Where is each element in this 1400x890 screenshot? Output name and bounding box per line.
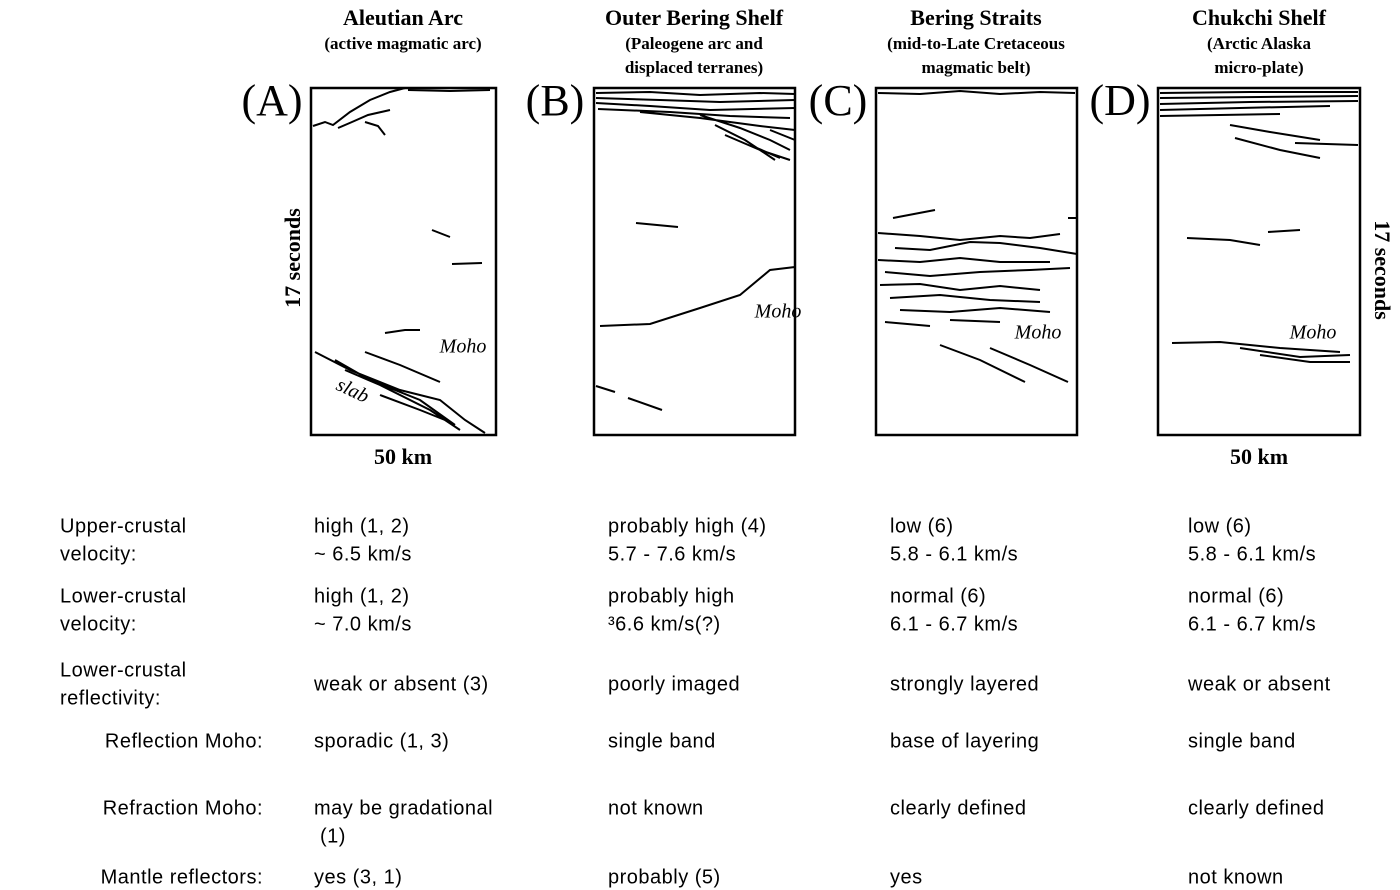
scale-label: 50 km xyxy=(374,444,432,469)
panel-letter: (B) xyxy=(526,76,585,125)
row-label: Upper-crustal xyxy=(60,515,187,537)
table-cell: low (6) xyxy=(890,515,954,537)
row-label: Mantle reflectors: xyxy=(101,866,263,888)
panel-letter: (C) xyxy=(809,76,868,125)
row-label: Lower-crustal xyxy=(60,659,187,681)
panel-subtitle: (Paleogene arc and xyxy=(625,34,763,53)
table-cell: low (6) xyxy=(1188,515,1252,537)
axis-label: 17 seconds xyxy=(1370,220,1395,320)
table-cell: high (1, 2) xyxy=(314,585,410,607)
table-cell: 5.7 - 7.6 km/s xyxy=(608,543,736,565)
table-cell: not known xyxy=(1188,866,1284,888)
table-cell: yes (3, 1) xyxy=(314,866,402,888)
row-label: Lower-crustal xyxy=(60,585,187,607)
table-cell: clearly defined xyxy=(1188,797,1324,819)
panel-subtitle: displaced terranes) xyxy=(625,58,763,77)
annotation: Moho xyxy=(754,301,802,323)
panel-subtitle: magmatic belt) xyxy=(921,58,1030,77)
table-cell: probably (5) xyxy=(608,866,721,888)
table-cell: 5.8 - 6.1 km/s xyxy=(890,543,1018,565)
panel-subtitle: (active magmatic arc) xyxy=(324,34,481,53)
table-cell: sporadic (1, 3) xyxy=(314,730,449,752)
panel-subtitle: (Arctic Alaska xyxy=(1207,34,1312,53)
table-cell: poorly imaged xyxy=(608,673,740,695)
panel-subtitle: (mid-to-Late Cretaceous xyxy=(887,34,1065,53)
annotation: Moho xyxy=(1289,322,1337,344)
axis-label: 17 seconds xyxy=(280,208,305,308)
row-label: velocity: xyxy=(60,613,137,635)
row-label: Refraction Moho: xyxy=(103,797,263,819)
panel-letter: (A) xyxy=(241,76,302,125)
table-cell: probably high (4) xyxy=(608,515,767,537)
row-label: reflectivity: xyxy=(60,687,161,709)
table-cell: not known xyxy=(608,797,704,819)
table-cell: weak or absent xyxy=(1187,673,1331,695)
table-cell: 6.1 - 6.7 km/s xyxy=(890,613,1018,635)
annotation: Moho xyxy=(1014,322,1062,344)
table-cell: normal (6) xyxy=(890,585,986,607)
table-cell: strongly layered xyxy=(890,673,1039,695)
scale-label: 50 km xyxy=(1230,444,1288,469)
table-cell: single band xyxy=(1188,730,1296,752)
table-cell: (1) xyxy=(320,825,346,847)
table-cell: 5.8 - 6.1 km/s xyxy=(1188,543,1316,565)
content: (A) Aleutian Arc (active magmatic arc) Moho… xyxy=(60,5,1395,888)
table-cell: ~ 6.5 km/s xyxy=(314,543,412,565)
table-cell: normal (6) xyxy=(1188,585,1284,607)
table-cell: base of layering xyxy=(890,730,1039,752)
panel-box xyxy=(594,88,795,435)
panel-box xyxy=(1158,88,1360,435)
table-cell: may be gradational xyxy=(314,797,493,819)
row-label: Reflection Moho: xyxy=(105,730,263,752)
table-cell: ³6.6 km/s(?) xyxy=(608,613,721,635)
table-cell: 6.1 - 6.7 km/s xyxy=(1188,613,1316,635)
panel-title: Aleutian Arc xyxy=(343,5,463,30)
table-cell: yes xyxy=(890,866,923,888)
table-cell: clearly defined xyxy=(890,797,1026,819)
table-cell: ~ 7.0 km/s xyxy=(314,613,412,635)
annotation: Moho xyxy=(439,336,487,358)
panel-title: Bering Straits xyxy=(910,5,1042,30)
panel-title: Outer Bering Shelf xyxy=(605,5,784,30)
table-cell: weak or absent (3) xyxy=(313,673,489,695)
reflectors xyxy=(313,88,1358,433)
panel-letter: (D) xyxy=(1089,76,1150,125)
figure: (A) Aleutian Arc (active magmatic arc) Moho… xyxy=(0,0,1400,890)
panel-title: Chukchi Shelf xyxy=(1192,5,1327,30)
row-label: velocity: xyxy=(60,543,137,565)
table-cell: probably high xyxy=(608,585,735,607)
table-cell: single band xyxy=(608,730,716,752)
panel-subtitle: micro-plate) xyxy=(1214,58,1303,77)
table-cell: high (1, 2) xyxy=(314,515,410,537)
